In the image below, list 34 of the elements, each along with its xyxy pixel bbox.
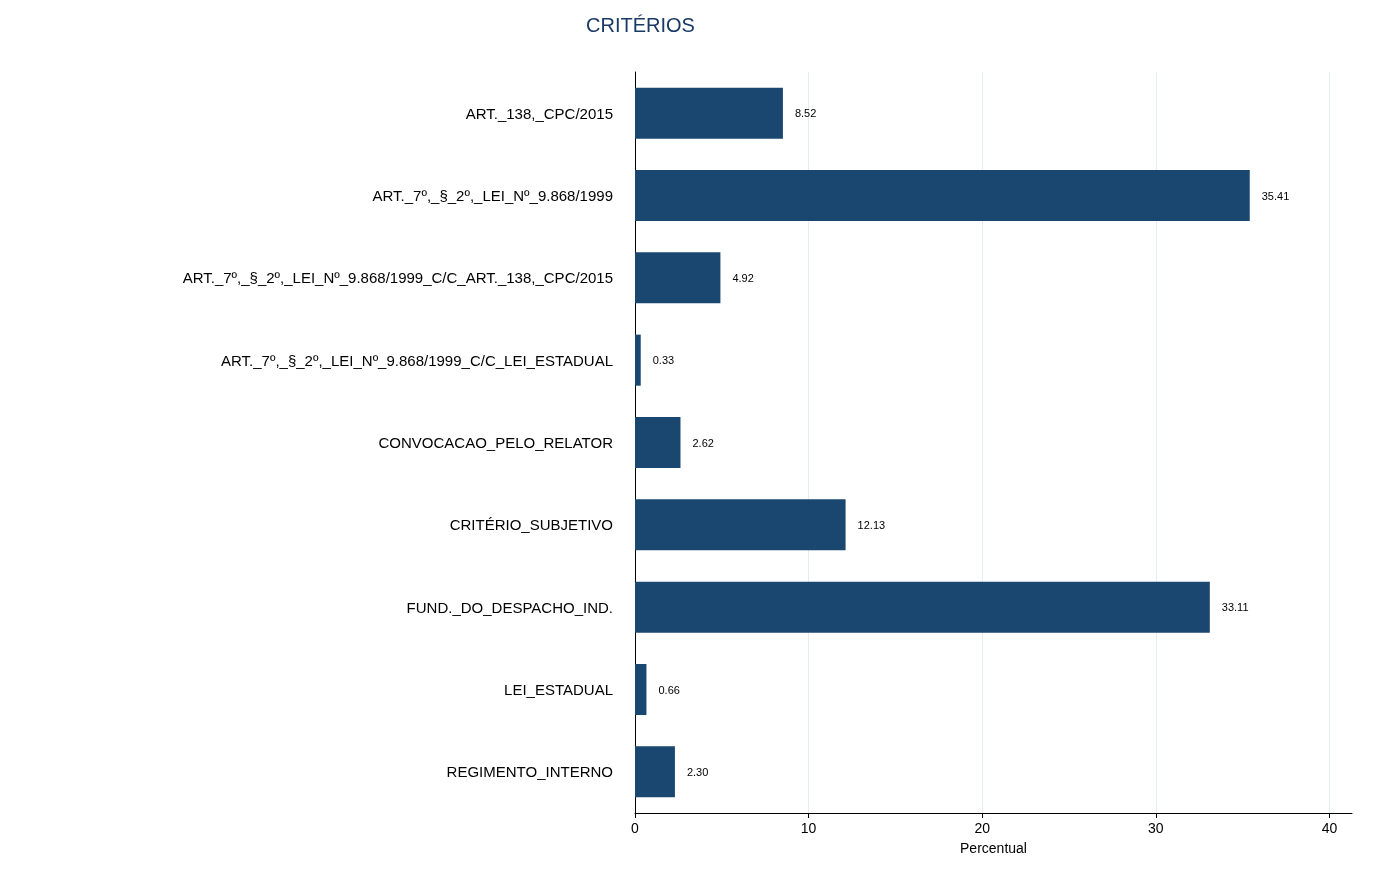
data-label: 12.13 <box>857 518 886 531</box>
bar <box>635 746 675 798</box>
y-tick-label: ART._7º,_§_2º,_LEI_Nº_9.868/1999 <box>372 187 613 204</box>
data-label: 2.30 <box>686 765 709 778</box>
x-tick-label: 0 <box>631 820 640 836</box>
y-tick-label: REGIMENTO_INTERNO <box>446 763 613 781</box>
data-label: 2.62 <box>692 436 714 449</box>
y-tick-label: ART._7º,_§_2º,_LEI_Nº_9.868/1999_C/C_ART._138,_CPC/2015 <box>182 269 613 287</box>
y-tick-label: LEI_ESTADUAL <box>504 681 613 698</box>
bar <box>635 663 647 716</box>
bar <box>635 416 681 469</box>
x-tick-label: 10 <box>800 820 817 836</box>
data-label: 35.41 <box>1261 189 1290 202</box>
x-tick-label: 40 <box>1321 820 1338 836</box>
y-tick-label: ART._7º,_§_2º,_LEI_Nº_9.868/1999_C/C_LEI_ESTADUAL <box>221 351 613 369</box>
bar <box>635 499 846 551</box>
bar <box>635 87 783 139</box>
x-axis-title: Percentual <box>960 840 1027 856</box>
bar <box>635 252 721 304</box>
chart-title: CRITÉRIOS <box>586 14 695 36</box>
x-tick-label: 20 <box>974 820 991 836</box>
data-label: 0.33 <box>652 354 675 367</box>
bar <box>635 334 641 386</box>
y-tick-label: CRITÉRIO_SUBJETIVO <box>449 516 613 534</box>
data-label: 33.11 <box>1221 601 1249 614</box>
y-tick-label: FUND._DO_DESPACHO_IND. <box>406 598 613 616</box>
data-label: 8.52 <box>794 107 817 120</box>
data-label: 4.92 <box>732 271 754 284</box>
y-tick-label: CONVOCACAO_PELO_RELATOR <box>378 434 614 451</box>
y-tick-label: ART._138,_CPC/2015 <box>465 104 613 122</box>
bar <box>635 169 1250 222</box>
data-label: 0.66 <box>658 683 680 696</box>
bar <box>635 581 1210 633</box>
x-tick-label: 30 <box>1148 820 1164 836</box>
